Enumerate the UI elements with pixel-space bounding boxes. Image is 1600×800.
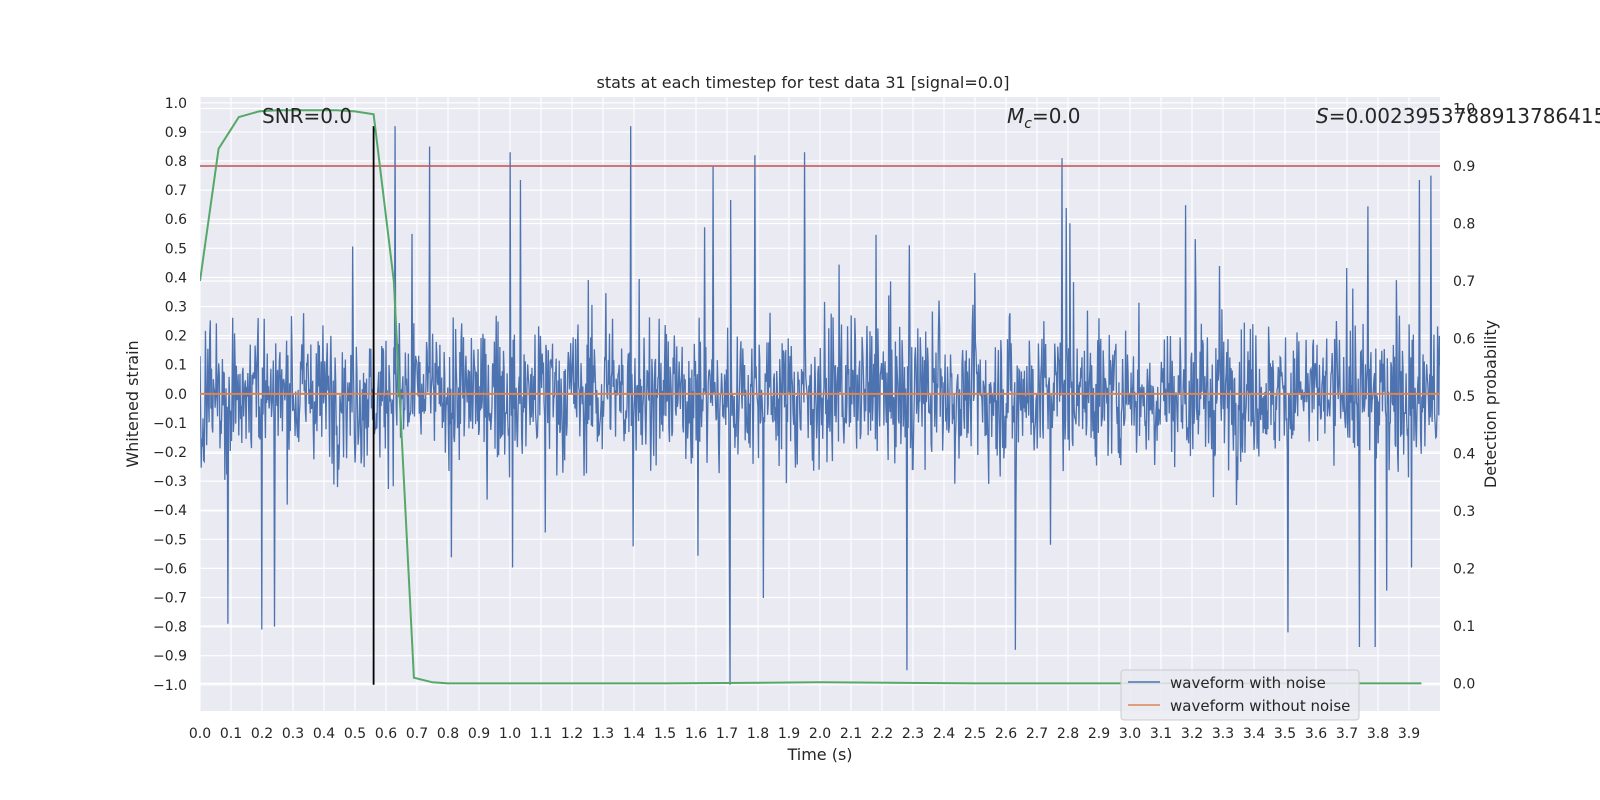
x-tick-label: 2.3 (902, 726, 924, 742)
y-tick-label: −0.3 (153, 474, 187, 490)
y2-tick-label: 0.7 (1453, 274, 1475, 290)
y2-tick-label: 0.0 (1453, 676, 1475, 692)
x-tick-label: 3.8 (1367, 726, 1389, 742)
x-tick-label: 0.7 (406, 726, 428, 742)
chart-title: stats at each timestep for test data 31 … (597, 73, 1010, 92)
x-tick-label: 0.0 (189, 726, 211, 742)
y2-tick-label: 0.5 (1453, 389, 1475, 405)
x-tick-label: 1.6 (685, 726, 707, 742)
legend-box (1120, 669, 1360, 721)
y-tick-label: −0.5 (153, 532, 187, 548)
y-tick-label: 0.3 (165, 300, 187, 316)
y-tick-label: 0.7 (165, 183, 187, 199)
x-tick-label: 1.4 (623, 726, 645, 742)
chirp-mass-symbol: M (1007, 104, 1024, 128)
y-tick-label: −0.8 (153, 620, 187, 636)
y2-axis-label: Detection probability (1481, 320, 1500, 488)
y-tick-label: −0.1 (153, 416, 187, 432)
y-tick-label: 1.0 (165, 96, 187, 112)
probability-line (200, 109, 1422, 685)
y-tick-label: 0.5 (165, 241, 187, 257)
x-tick-label: 0.3 (282, 726, 304, 742)
x-tick-label: 2.5 (964, 726, 986, 742)
y2-tick-label: 0.2 (1453, 561, 1475, 577)
x-tick-label: 0.9 (468, 726, 490, 742)
x-tick-label: 3.4 (1243, 726, 1265, 742)
x-tick-label: 1.5 (654, 726, 676, 742)
y-axis-label: Whitened strain (123, 340, 142, 467)
x-tick-label: 0.4 (313, 726, 335, 742)
x-tick-label: 0.6 (375, 726, 397, 742)
x-tick-label: 2.0 (809, 726, 831, 742)
y-axis-ticks: 1.0 0.9 0.8 0.7 0.6 0.5 0.4 0.3 0.2 0.1 0.0 −0.1 −0.… (153, 96, 187, 694)
y-tick-label: 0.1 (165, 358, 187, 374)
y2-tick-label: 0.8 (1453, 216, 1475, 232)
x-tick-label: 2.4 (933, 726, 955, 742)
chirp-mass-value: =0.0 (1032, 104, 1081, 128)
x-tick-label: 3.7 (1336, 726, 1358, 742)
x-tick-label: 3.6 (1305, 726, 1327, 742)
x-tick-label: 2.6 (995, 726, 1017, 742)
y-tick-label: −0.6 (153, 561, 187, 577)
y-tick-label: −0.7 (153, 591, 187, 607)
snr-annotation: SNR=0.0 (262, 104, 352, 128)
x-tick-label: 0.8 (437, 726, 459, 742)
y-tick-label: 0.0 (165, 387, 187, 403)
legend-label-clean: waveform without noise (1170, 697, 1350, 715)
x-axis-label: Time (s) (786, 745, 852, 764)
y-tick-label: 0.9 (165, 125, 187, 141)
x-tick-label: 2.9 (1088, 726, 1110, 742)
chirp-mass-annotation: Mc=0.0 (1007, 104, 1081, 132)
y-tick-label: −0.9 (153, 649, 187, 665)
x-tick-label: 1.1 (530, 726, 552, 742)
y2-tick-label: 0.1 (1453, 619, 1475, 635)
x-tick-label: 2.2 (871, 726, 893, 742)
chirp-mass-subscript: c (1024, 116, 1032, 132)
x-tick-label: 3.9 (1398, 726, 1420, 742)
x-tick-label: 3.2 (1181, 726, 1203, 742)
x-tick-label: 0.2 (251, 726, 273, 742)
plot-content (200, 109, 1440, 685)
x-tick-label: 2.8 (1057, 726, 1079, 742)
y-tick-label: −0.2 (153, 445, 187, 461)
y2-tick-label: 0.4 (1453, 446, 1475, 462)
x-tick-label: 1.9 (778, 726, 800, 742)
x-tick-label: 1.7 (716, 726, 738, 742)
y2-tick-label: 0.6 (1453, 331, 1475, 347)
x-tick-label: 1.2 (561, 726, 583, 742)
x-tick-label: 3.3 (1212, 726, 1234, 742)
x-tick-label: 1.8 (747, 726, 769, 742)
s-symbol: S (1316, 104, 1329, 128)
x-tick-label: 2.7 (1026, 726, 1048, 742)
x-axis-ticks: 0.0 0.1 0.2 0.3 0.4 0.5 0.6 0.7 0.8 0.9 1.0 1.1 1.2 1… (189, 726, 1420, 742)
y-tick-label: −1.0 (153, 678, 187, 694)
y-tick-label: −0.4 (153, 503, 187, 519)
legend: waveform with noise waveform without noi… (1120, 669, 1360, 721)
series-waveform-with-noise (200, 126, 1440, 685)
legend-label-noise: waveform with noise (1170, 674, 1326, 692)
x-tick-label: 3.0 (1119, 726, 1141, 742)
y-tick-label: 0.2 (165, 329, 187, 345)
noise-waveform-line (200, 126, 1440, 685)
y2-tick-label: 0.9 (1453, 159, 1475, 175)
y-tick-label: 0.8 (165, 154, 187, 170)
y2-axis-ticks: 1.0 0.9 0.8 0.7 0.6 0.5 0.4 0.3 0.2 0.1 0.0 (1453, 101, 1475, 692)
x-tick-label: 3.1 (1150, 726, 1172, 742)
y2-tick-label: 0.3 (1453, 504, 1475, 520)
s-annotation: S=0.0023953788913786415 (1316, 104, 1600, 128)
x-tick-label: 3.5 (1274, 726, 1296, 742)
s-value: =0.0023953788913786415 (1329, 104, 1600, 128)
x-tick-label: 0.1 (220, 726, 242, 742)
series-detection-probability (200, 109, 1422, 685)
y-tick-label: 0.6 (165, 212, 187, 228)
x-tick-label: 1.0 (499, 726, 521, 742)
x-tick-label: 0.5 (344, 726, 366, 742)
y2-tick-label: 1.0 (1453, 101, 1475, 117)
y-tick-label: 0.4 (165, 270, 187, 286)
x-tick-label: 2.1 (840, 726, 862, 742)
x-tick-label: 1.3 (592, 726, 614, 742)
